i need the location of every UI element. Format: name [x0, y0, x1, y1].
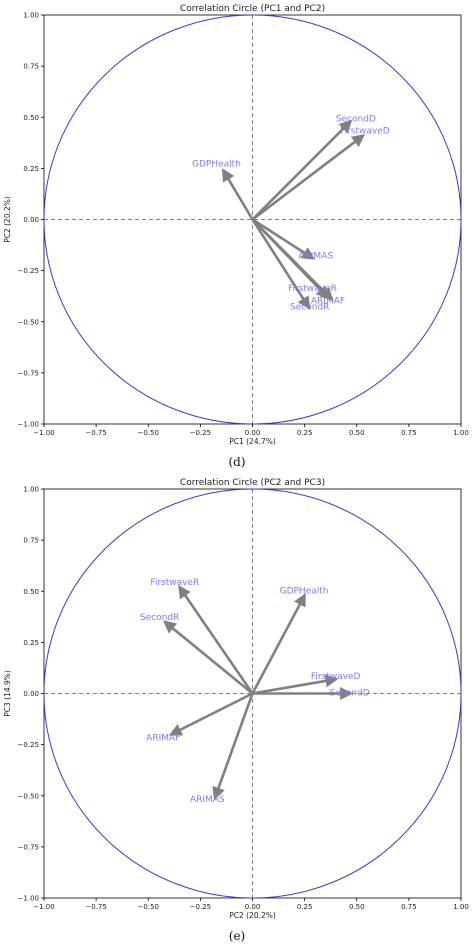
- y-tick-label: 0.50: [23, 588, 39, 596]
- y-tick-label: 1.00: [23, 12, 39, 20]
- x-tick-label: 0.25: [297, 903, 313, 911]
- x-tick-label: −0.50: [138, 903, 159, 911]
- loading-label-arimas: ARIMAS: [298, 251, 333, 261]
- loading-arrow-secondr: [162, 620, 254, 695]
- y-tick-label: 0.75: [23, 63, 39, 71]
- x-tick-label: 0.25: [297, 429, 313, 437]
- y-axis-label: PC2 (20.2%): [3, 196, 12, 243]
- loading-label-secondd: SecondD: [330, 689, 370, 699]
- panel-label: (e): [229, 929, 245, 943]
- loading-arrow-firstwaved: [251, 134, 366, 221]
- loading-arrow-gdphealth: [221, 168, 254, 221]
- y-tick-label: −1.00: [18, 895, 39, 903]
- loading-arrow-arimas: [212, 693, 254, 801]
- chart-panel-1: Correlation Circle (PC2 and PC3) −1.00−1.…: [3, 478, 469, 920]
- x-tick-label: 1.00: [453, 429, 469, 437]
- y-axis-label: PC3 (14.9%): [3, 670, 12, 717]
- loading-label-secondr: SecondR: [140, 613, 179, 623]
- loading-label-secondr: SecondR: [290, 302, 329, 312]
- loading-arrow-arimaf: [251, 218, 334, 302]
- y-tick-label: −0.25: [18, 741, 39, 749]
- y-tick-label: 0.25: [23, 165, 39, 173]
- loading-label-secondd: SecondD: [336, 114, 376, 124]
- x-tick-label: −0.75: [85, 903, 106, 911]
- loading-arrow-gdphealth: [251, 593, 306, 695]
- x-tick-label: −0.25: [190, 429, 211, 437]
- loading-arrow-arimas: [251, 218, 316, 260]
- x-axis-label: PC2 (20.2%): [229, 911, 276, 920]
- x-tick-label: −0.75: [85, 429, 106, 437]
- y-tick-label: −0.25: [18, 267, 39, 275]
- x-tick-label: 0.75: [401, 429, 417, 437]
- loading-label-arimas: ARIMAS: [190, 795, 225, 805]
- loading-label-gdphealth: GDPHealth: [280, 586, 329, 596]
- chart-title: Correlation Circle (PC2 and PC3): [180, 478, 325, 488]
- loading-arrow-secondd: [251, 119, 353, 221]
- loading-label-arimaf: ARIMAF: [311, 296, 345, 306]
- x-tick-label: 1.00: [453, 903, 469, 911]
- panel-label: (d): [228, 455, 245, 469]
- x-tick-label: 0.50: [349, 903, 365, 911]
- chart-title: Correlation Circle (PC1 and PC2): [180, 4, 325, 14]
- y-tick-label: −0.50: [18, 792, 39, 800]
- loading-label-gdphealth: GDPHealth: [192, 159, 241, 169]
- chart-panel-0: Correlation Circle (PC1 and PC2) −1.00−1.…: [3, 4, 469, 446]
- y-tick-label: −0.50: [18, 318, 39, 326]
- loading-arrow-firstwaver: [178, 585, 254, 695]
- x-tick-label: −0.50: [138, 429, 159, 437]
- loading-label-firstwaver: FirstwaveR: [288, 284, 337, 294]
- x-tick-label: 0.00: [245, 903, 261, 911]
- loading-label-arimaf: ARIMAF: [146, 734, 180, 744]
- x-tick-label: 0.00: [245, 429, 261, 437]
- y-tick-label: 1.00: [23, 486, 39, 494]
- y-tick-label: −1.00: [18, 421, 39, 429]
- x-tick-label: 0.75: [401, 903, 417, 911]
- y-tick-label: 0.00: [23, 690, 39, 698]
- loading-label-firstwaved: FirstwaveD: [340, 127, 390, 137]
- x-tick-label: −1.00: [33, 429, 54, 437]
- y-tick-label: 0.50: [23, 114, 39, 122]
- loading-label-firstwaved: FirstwaveD: [311, 672, 361, 682]
- loading-arrow-firstwaved: [252, 674, 339, 695]
- y-tick-label: −0.75: [18, 369, 39, 377]
- loading-arrow-arimaf: [168, 692, 254, 736]
- y-tick-label: −0.75: [18, 843, 39, 851]
- loading-arrow-secondr: [251, 218, 311, 310]
- x-tick-label: 0.50: [349, 429, 365, 437]
- x-axis-label: PC1 (24.7%): [229, 437, 276, 446]
- y-tick-label: 0.75: [23, 537, 39, 545]
- loading-label-firstwaver: FirstwaveR: [150, 578, 199, 588]
- x-tick-label: −1.00: [33, 903, 54, 911]
- y-tick-label: 0.25: [23, 639, 39, 647]
- x-tick-label: −0.25: [190, 903, 211, 911]
- y-tick-label: 0.00: [23, 216, 39, 224]
